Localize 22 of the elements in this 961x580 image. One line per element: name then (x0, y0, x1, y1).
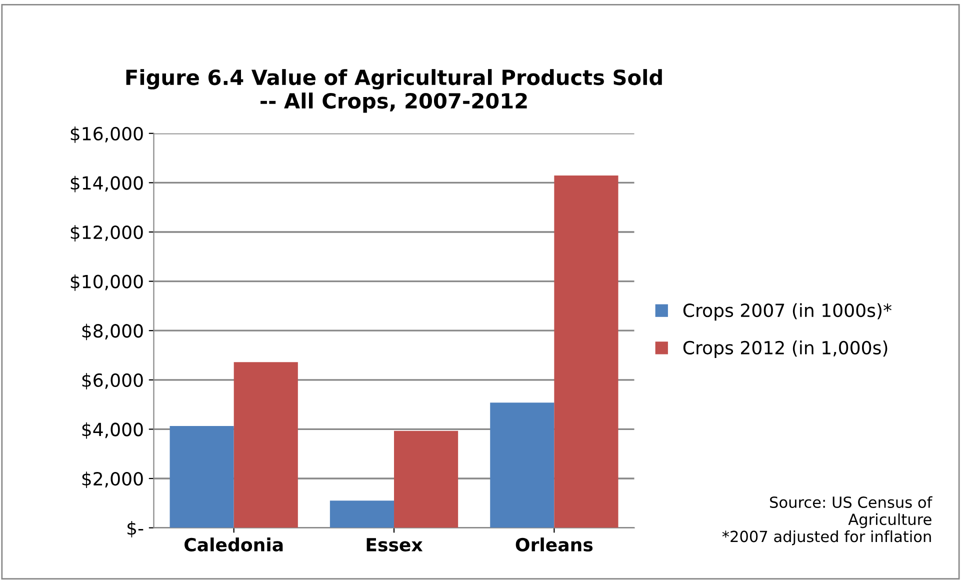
y-tick-label: $4,000 (82, 422, 143, 439)
source-note: Source: US Census of Agriculture *2007 adjusted for inflation (722, 496, 932, 546)
y-tick-label: $14,000 (70, 176, 143, 192)
y-tick-label: $12,000 (70, 225, 143, 242)
bar (330, 500, 394, 528)
y-tick-label: $8,000 (82, 324, 143, 340)
bar (394, 430, 458, 528)
y-tick-label: $16,000 (70, 126, 143, 143)
y-tick-label: $10,000 (70, 274, 143, 291)
y-tick-label: $6,000 (82, 373, 143, 390)
y-tick-label: $- (128, 520, 144, 538)
x-tick-label: Essex (366, 538, 423, 552)
bar (234, 362, 298, 528)
x-tick-label: Caledonia (184, 538, 283, 552)
y-tick-label: $2,000 (82, 472, 143, 488)
chart-title: Figure 6.4 Value of Agricultural Products Sold -- All Crops, 2007-2012 (126, 69, 662, 113)
legend-label: Crops 2007 (in 1000s)* (683, 303, 892, 321)
x-tick-label: Orleans (516, 538, 593, 552)
bar (554, 176, 618, 528)
bar (170, 426, 234, 528)
legend-label: Crops 2012 (in 1,000s) (683, 340, 888, 358)
bar (490, 402, 554, 528)
